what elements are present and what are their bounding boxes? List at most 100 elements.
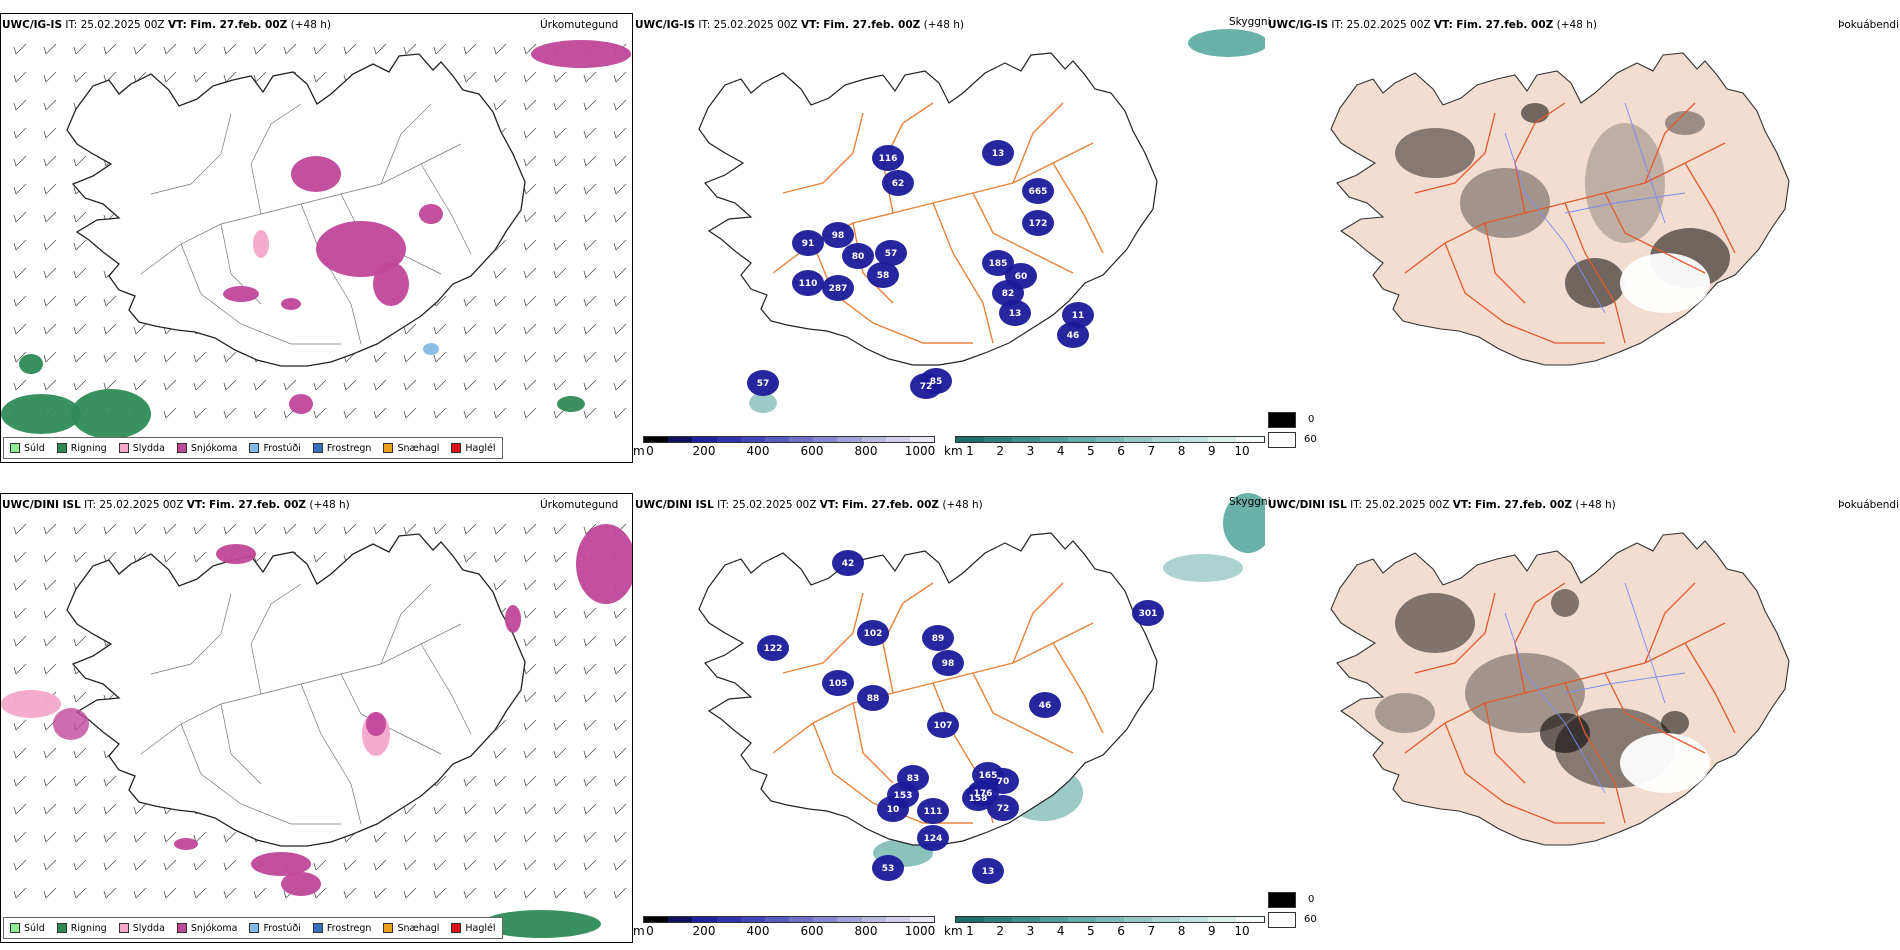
wind-barb — [43, 295, 57, 307]
road-line — [1012, 102, 1064, 184]
height-unit-label: m — [633, 444, 645, 458]
iceland-coastline — [1330, 52, 1790, 366]
low-visibility-area — [922, 625, 954, 651]
tick-label: 600 — [800, 924, 824, 938]
wind-barb — [43, 127, 57, 139]
wind-barb — [73, 635, 87, 647]
wind-barb — [73, 831, 87, 843]
wind-barb — [583, 407, 597, 419]
color-bin — [837, 437, 862, 442]
road-line — [380, 103, 432, 185]
legend-swatch — [10, 923, 20, 933]
low-visibility-area — [1022, 210, 1054, 236]
wind-barb — [613, 239, 627, 251]
wind-barb — [163, 71, 177, 83]
wind-barb — [433, 323, 447, 335]
wind-barb — [13, 635, 27, 647]
low-visibility-area — [872, 855, 904, 881]
color-bin — [984, 917, 1012, 922]
tick-label: 7 — [1147, 444, 1156, 458]
low-visibility-area — [987, 795, 1019, 821]
wind-barb — [613, 211, 627, 223]
wind-barb — [43, 351, 57, 363]
road-line — [1414, 592, 1496, 674]
wind-barb — [583, 747, 597, 759]
wind-barb — [373, 351, 387, 363]
snow-area — [366, 712, 386, 736]
color-bin — [1040, 437, 1068, 442]
wind-barb — [43, 887, 57, 899]
wind-barb — [523, 99, 537, 111]
wind-barb — [523, 211, 537, 223]
legend-label: Haglél — [465, 922, 496, 934]
legend-label: Rigning — [70, 442, 107, 454]
wind-barb — [43, 523, 57, 535]
wind-barb — [43, 99, 57, 111]
wind-barb — [283, 379, 297, 391]
wind-barb — [583, 267, 597, 279]
visibility-value-label: 13 — [1009, 309, 1022, 319]
wind-barb — [403, 379, 417, 391]
visibility-value-label: 98 — [942, 659, 955, 669]
snow-area — [316, 221, 406, 277]
height-unit-label: m — [633, 924, 645, 938]
wind-barb — [433, 379, 447, 391]
wind-barb — [583, 211, 597, 223]
fog-index-shade — [1620, 733, 1710, 793]
rain-area — [1, 394, 81, 434]
road-line — [420, 163, 472, 255]
tick-label: 5 — [1087, 444, 1095, 458]
tick-label: 400 — [746, 444, 770, 458]
wind-barb — [463, 43, 477, 55]
wind-barb — [103, 859, 117, 871]
wind-barb — [283, 523, 297, 535]
legend-item: Frostúði — [243, 443, 306, 454]
low-visibility-area — [927, 712, 959, 738]
tick-label: 3 — [1026, 444, 1035, 458]
visibility-color-bar — [955, 436, 1265, 443]
legend-label: Slydda — [132, 922, 165, 934]
wind-barb — [403, 407, 417, 419]
wind-barb — [553, 183, 567, 195]
wind-barb — [523, 267, 537, 279]
wind-barb — [13, 127, 27, 139]
snow-area — [281, 298, 301, 310]
legend-label: Frostúði — [263, 922, 301, 934]
wind-barb — [403, 523, 417, 535]
road-line — [1564, 682, 1626, 824]
wind-barb — [103, 831, 117, 843]
wind-barb — [43, 803, 57, 815]
wind-barb — [343, 43, 357, 55]
low-visibility-area — [822, 670, 854, 696]
road-line — [972, 672, 1074, 754]
wind-barb — [373, 859, 387, 871]
color-bin — [813, 917, 838, 922]
low-visibility-area — [917, 825, 949, 851]
snow-area — [373, 262, 409, 306]
wind-barb — [73, 379, 87, 391]
tick-label: 9 — [1207, 444, 1216, 458]
color-bin — [909, 437, 935, 442]
wind-barb — [583, 663, 597, 675]
low-visibility-area — [792, 230, 824, 256]
color-bin — [716, 917, 741, 922]
wind-barb — [133, 379, 147, 391]
wind-barb — [583, 775, 597, 787]
color-bin — [837, 917, 862, 922]
tick-label: 5 — [1087, 924, 1095, 938]
visibility-value-label: 46 — [1067, 331, 1080, 341]
wind-barb — [163, 551, 177, 563]
wind-barb — [523, 239, 537, 251]
road-line — [150, 593, 232, 675]
wind-barb — [583, 127, 597, 139]
wind-barb — [523, 831, 537, 843]
color-bin — [861, 917, 886, 922]
low-visibility-area — [962, 785, 994, 811]
road-line — [1644, 102, 1696, 184]
road-line — [1444, 242, 1605, 344]
fog-index-shade — [1620, 253, 1710, 313]
wind-barb — [73, 295, 87, 307]
fog-index-shade — [1551, 589, 1579, 617]
color-bin — [1152, 437, 1180, 442]
wind-barb — [193, 551, 207, 563]
